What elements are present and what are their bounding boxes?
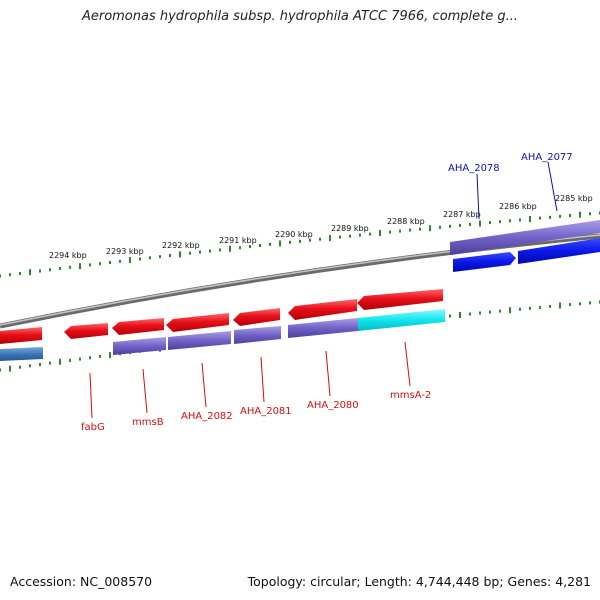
- topology-text: Topology: circular; Length: 4,744,448 bp…: [247, 574, 591, 589]
- lower-track-genes: [0, 309, 445, 361]
- gene-feature-purple-3[interactable]: [234, 326, 281, 344]
- gene-feature-AHA_2078[interactable]: [453, 252, 516, 272]
- tick-label-2292: 2292 kbp: [162, 241, 200, 250]
- gene-label-AHA_2077[interactable]: AHA_2077: [521, 152, 573, 163]
- tick-label-2291: 2291 kbp: [219, 236, 257, 245]
- gene-label-AHA_2081[interactable]: AHA_2081: [240, 406, 292, 417]
- gene-feature-purple-4[interactable]: [288, 318, 358, 338]
- gene-label-mmsA-2[interactable]: mmsA-2: [390, 390, 431, 401]
- gene-label-fabG[interactable]: fabG: [81, 422, 105, 433]
- tick-label-2290: 2290 kbp: [275, 230, 313, 239]
- gene-feature-purple-upper[interactable]: [450, 220, 600, 255]
- gene-feature-cyan[interactable]: [358, 309, 445, 331]
- tick-labels: 2294 kbp 2293 kbp 2292 kbp 2291 kbp 2290…: [49, 194, 593, 260]
- gene-feature-AHA_2080[interactable]: [288, 299, 357, 320]
- gene-feature-fabG[interactable]: [64, 323, 108, 339]
- tick-label-2294: 2294 kbp: [49, 251, 87, 260]
- gene-labels: fabG mmsB AHA_2082 AHA_2081 AHA_2080 mms…: [81, 152, 573, 433]
- tick-label-2293: 2293 kbp: [106, 247, 144, 256]
- label-leaders: [89, 161, 558, 419]
- gene-label-AHA_2078[interactable]: AHA_2078: [448, 163, 500, 174]
- gene-label-AHA_2080[interactable]: AHA_2080: [307, 400, 359, 411]
- tick-label-2288: 2288 kbp: [387, 217, 425, 226]
- gene-feature-steel[interactable]: [0, 347, 43, 361]
- gene-feature-purple-2[interactable]: [168, 331, 231, 350]
- gene-feature-AHA_2081[interactable]: [233, 308, 280, 326]
- tick-label-2285: 2285 kbp: [555, 194, 593, 203]
- forward-strand-genes: [450, 220, 600, 272]
- gene-feature-mmsA-2[interactable]: [357, 289, 443, 310]
- tick-label-2287: 2287 kbp: [443, 210, 481, 219]
- gene-label-mmsB[interactable]: mmsB: [132, 417, 164, 428]
- gene-feature-mmsB[interactable]: [112, 318, 164, 335]
- ticks-upper: [0, 211, 600, 278]
- gene-feature-purple-1[interactable]: [113, 337, 166, 355]
- reverse-strand-genes: [0, 289, 443, 344]
- gene-label-AHA_2082[interactable]: AHA_2082: [181, 411, 233, 422]
- tick-label-2286: 2286 kbp: [499, 202, 537, 211]
- gene-feature-left-edge[interactable]: [0, 327, 42, 344]
- accession-text: Accession: NC_008570: [10, 574, 153, 589]
- gene-feature-AHA_2077[interactable]: [518, 238, 600, 264]
- tick-label-2289: 2289 kbp: [331, 224, 369, 233]
- gene-feature-AHA_2082[interactable]: [166, 313, 229, 332]
- map-title: Aeromonas hydrophila subsp. hydrophila A…: [81, 9, 519, 24]
